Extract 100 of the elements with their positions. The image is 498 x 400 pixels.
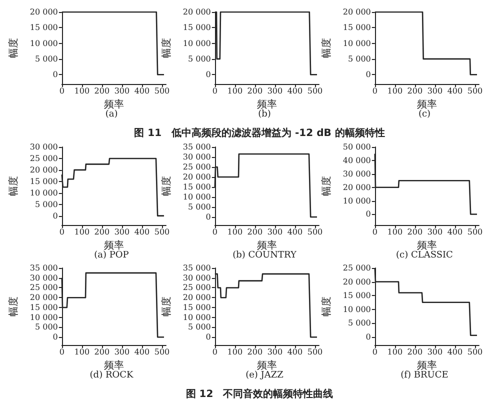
- y-tick-label: 10 000: [342, 196, 371, 206]
- y-tick-label: 5 000: [188, 202, 211, 212]
- y-tick-label: 35 000: [30, 264, 58, 272]
- x-tick-label: 500: [307, 86, 323, 96]
- y-tick-label: 0: [206, 70, 211, 80]
- text: (a): [105, 110, 118, 120]
- x-tick-label: 400: [134, 86, 150, 96]
- y-tick-label: 20 000: [182, 293, 211, 302]
- x-axis-title: 频率: [256, 239, 277, 252]
- x-tick-label: 200: [247, 228, 263, 236]
- x-axis-title: 频率: [104, 239, 124, 252]
- y-tick-label: 5 000: [34, 200, 58, 209]
- text: (f) BRUCE: [400, 370, 448, 380]
- x-tick-label: 200: [94, 228, 110, 236]
- y-tick-label: 20 000: [30, 293, 58, 302]
- x-tick-label: 400: [134, 228, 150, 236]
- y-axis-title: 幅度: [8, 176, 20, 196]
- x-tick-label: 300: [114, 86, 130, 96]
- y-axis-title: 幅度: [320, 176, 332, 196]
- y-tick-label: 10 000: [30, 38, 58, 48]
- y-tick-label: 15 000: [182, 23, 211, 32]
- x-tick-label: 300: [427, 86, 443, 96]
- x-tick-label: 0: [59, 348, 64, 356]
- x-tick-label: 400: [447, 86, 463, 96]
- x-tick-label: 400: [287, 348, 303, 356]
- y-tick-label: 10 000: [30, 312, 58, 322]
- y-tick-label: 20 000: [182, 172, 211, 182]
- text: (a) POP: [94, 250, 129, 260]
- y-tick-label: 15 000: [30, 176, 58, 186]
- x-tick-label: 500: [467, 228, 483, 236]
- y-axis-title: 幅度: [8, 296, 20, 316]
- y-tick-label: 35 000: [182, 264, 211, 272]
- x-tick-label: 100: [387, 86, 403, 96]
- x-tick-label: 500: [467, 348, 483, 356]
- text: (e) JAZZ: [246, 370, 284, 380]
- x-tick-label: 500: [467, 86, 483, 96]
- x-tick-label: 400: [287, 228, 303, 236]
- x-axis-title: 频率: [256, 98, 277, 110]
- y-tick-label: 25 000: [30, 283, 58, 292]
- x-tick-label: 100: [387, 228, 403, 236]
- x-tick-label: 0: [372, 348, 378, 356]
- y-tick-label: 30 000: [182, 152, 211, 162]
- caption: 图 12 不同音效的幅频特性曲线: [184, 387, 334, 400]
- x-tick-label: 0: [212, 86, 218, 96]
- y-tick-label: 10 000: [182, 38, 211, 48]
- x-tick-label: 100: [227, 228, 243, 236]
- text: (c): [418, 110, 431, 120]
- x-tick-label: 300: [114, 228, 130, 236]
- y-tick-label: 15 000: [182, 302, 211, 312]
- y-tick-label: 20 000: [30, 8, 58, 16]
- y-tick-label: 20 000: [342, 182, 371, 192]
- x-axis-title: 频率: [104, 359, 124, 372]
- x-axis-title: 频率: [416, 98, 437, 110]
- y-tick-label: 30 000: [30, 273, 58, 282]
- x-tick-label: 300: [427, 348, 443, 356]
- x-tick-label: 400: [447, 228, 463, 236]
- y-tick-label: 15 000: [342, 23, 371, 32]
- y-tick-label: 10 000: [342, 304, 371, 314]
- y-tick-label: 0: [366, 70, 371, 80]
- x-tick-label: 200: [94, 348, 110, 356]
- y-axis-title: 幅度: [160, 176, 172, 196]
- x-tick-label: 100: [227, 86, 243, 96]
- y-tick-label: 25 000: [182, 283, 211, 292]
- y-tick-label: 0: [52, 332, 58, 342]
- x-tick-label: 100: [227, 348, 243, 356]
- text: (b): [258, 110, 271, 120]
- y-tick-label: 0: [206, 332, 211, 342]
- y-tick-label: 15 000: [182, 182, 211, 192]
- x-axis-title: 频率: [416, 239, 437, 252]
- y-tick-label: 0: [366, 332, 371, 342]
- y-tick-label: 0: [52, 211, 58, 220]
- x-tick-label: 200: [94, 86, 110, 96]
- x-tick-label: 100: [74, 348, 90, 356]
- x-tick-label: 500: [154, 228, 170, 236]
- x-tick-label: 300: [114, 348, 130, 356]
- y-tick-label: 30 000: [182, 273, 211, 282]
- y-tick-label: 10 000: [182, 312, 211, 322]
- y-tick-label: 0: [206, 212, 211, 222]
- y-tick-label: 10 000: [182, 192, 211, 202]
- x-tick-label: 200: [407, 86, 423, 96]
- x-tick-label: 500: [154, 348, 170, 356]
- x-axis-title: 频率: [104, 98, 124, 110]
- y-tick-label: 40 000: [342, 156, 371, 165]
- y-tick-label: 5 000: [34, 54, 58, 64]
- y-tick-label: 30 000: [30, 142, 58, 152]
- y-axis-title: 幅度: [8, 38, 20, 58]
- y-tick-label: 20 000: [182, 8, 211, 16]
- x-tick-label: 300: [267, 348, 283, 356]
- x-axis-title: 频率: [416, 359, 437, 372]
- x-tick-label: 300: [427, 228, 443, 236]
- x-tick-label: 500: [154, 86, 170, 96]
- y-tick-label: 25 000: [182, 162, 211, 172]
- y-axis-title: 幅度: [160, 296, 172, 316]
- x-tick-label: 200: [247, 86, 263, 96]
- y-tick-label: 25 000: [30, 154, 58, 163]
- text: (d) ROCK: [90, 370, 134, 380]
- x-tick-label: 0: [59, 86, 64, 96]
- y-tick-label: 20 000: [30, 165, 58, 174]
- y-tick-label: 10 000: [342, 38, 371, 48]
- x-tick-label: 0: [372, 228, 378, 236]
